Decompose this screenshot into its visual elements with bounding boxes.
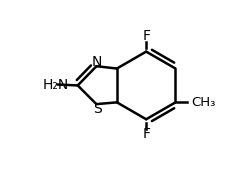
Text: H₂N: H₂N [43, 78, 69, 91]
Text: N: N [92, 55, 102, 69]
Text: F: F [142, 30, 149, 43]
Text: F: F [142, 127, 149, 141]
Text: CH₃: CH₃ [191, 96, 215, 109]
Text: S: S [93, 102, 101, 116]
